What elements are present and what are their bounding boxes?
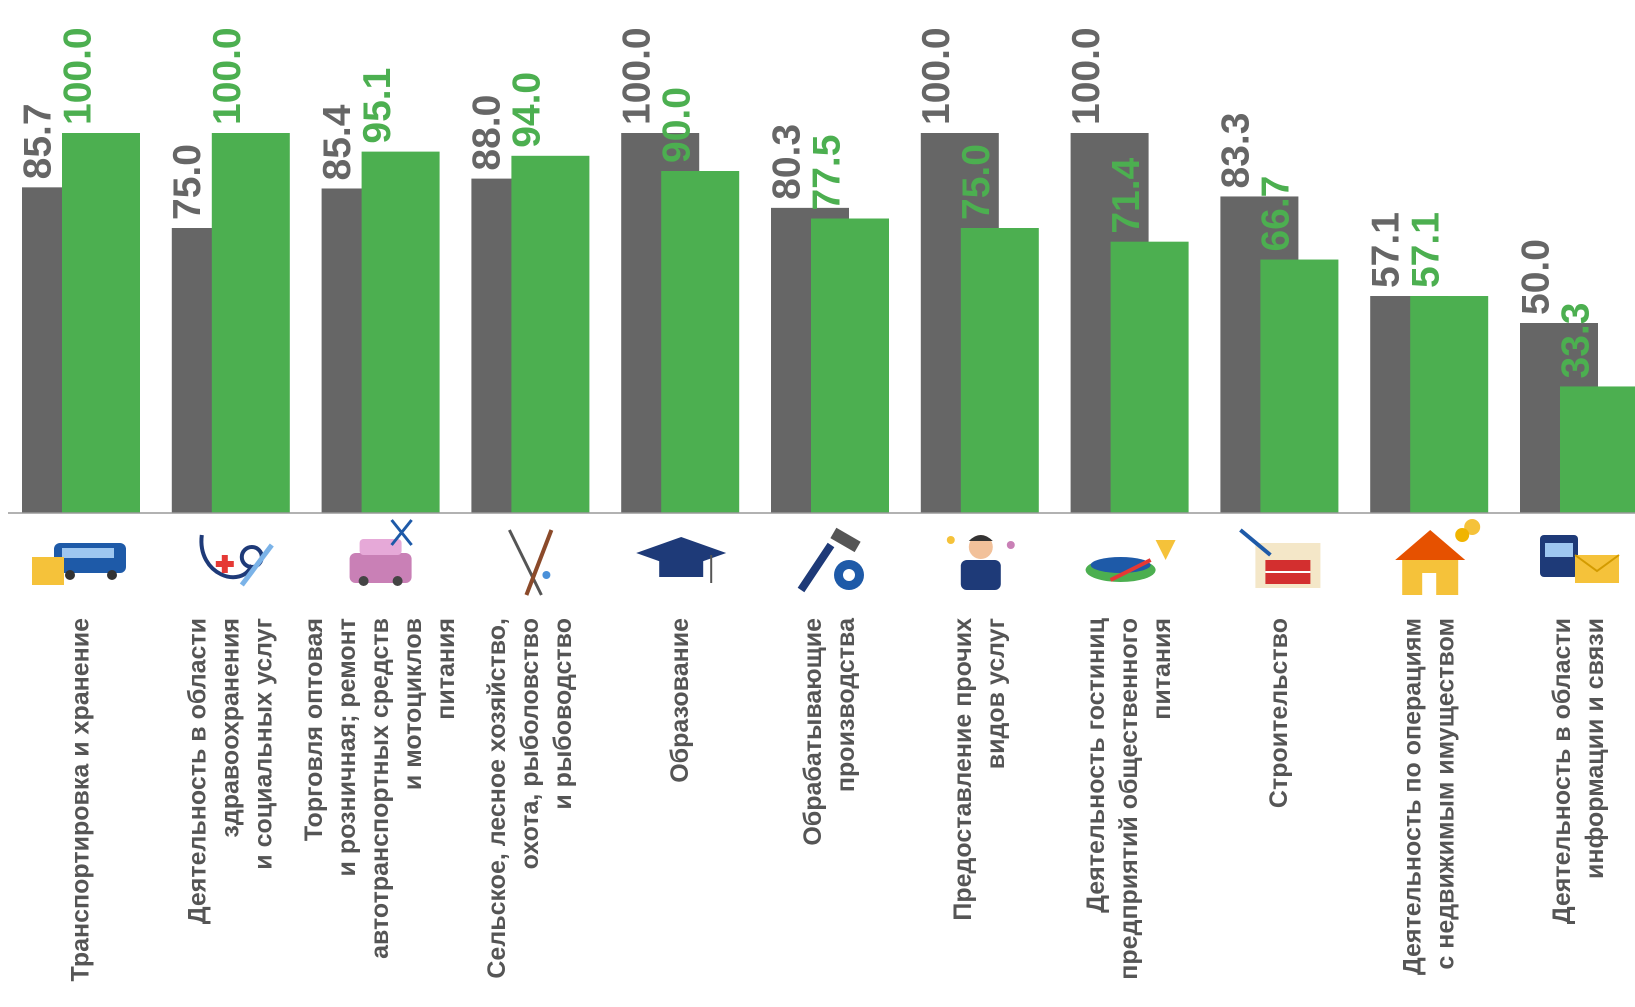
category-label: и рыбоводство [549, 618, 577, 810]
category-label: и мотоциклов [399, 618, 427, 790]
data-label: 95.1 [356, 68, 399, 144]
data-label: 100.0 [56, 27, 99, 125]
data-label: 71.4 [1105, 157, 1148, 233]
stethoscope-and-syringe-icon [199, 534, 274, 587]
category-label: и розничная; ремонт [333, 618, 361, 876]
bar-green [361, 151, 440, 513]
data-label: 85.4 [316, 104, 359, 180]
food-serving-icon [1085, 540, 1176, 582]
data-label: 85.7 [16, 103, 59, 179]
data-label: 75.0 [955, 144, 998, 220]
category-label: Деятельность в области [1548, 618, 1576, 924]
bar-green [1260, 259, 1339, 513]
category-label: Предоставление прочих [949, 618, 977, 921]
icons-layer [32, 519, 1620, 596]
category-label: питания [432, 618, 460, 720]
category-label: автотранспортных средств [366, 618, 394, 959]
data-label: 80.3 [765, 124, 808, 200]
data-label: 100.0 [1065, 27, 1108, 125]
bar-green [1110, 241, 1189, 513]
data-label: 83.3 [1215, 113, 1258, 189]
category-label: питания [1148, 618, 1176, 720]
data-label: 33.3 [1554, 303, 1597, 379]
bar-green [661, 171, 740, 513]
data-label: 100.0 [615, 27, 658, 125]
bar-green [1560, 386, 1635, 513]
data-label: 94.0 [506, 72, 549, 148]
data-label: 100.0 [206, 27, 249, 125]
category-label: и социальных услуг [249, 618, 277, 870]
brick-wall-and-trowel-icon [1239, 528, 1321, 588]
fishing-rod-and-rifle-icon [508, 529, 554, 596]
bar-green [960, 228, 1039, 513]
data-label: 57.1 [1404, 212, 1447, 288]
category-label: Образование [666, 618, 694, 783]
graduation-cap-icon [636, 537, 727, 583]
data-label: 90.0 [655, 87, 698, 163]
category-label: Деятельность в области [183, 618, 211, 924]
category-label: Строительство [1265, 618, 1293, 808]
category-label: Деятельность гостиниц [1082, 617, 1110, 913]
category-label: производства [832, 617, 860, 792]
data-label: 100.0 [915, 27, 958, 125]
category-label: Торговля оптовая [300, 618, 328, 841]
category-label: информации и связи [1581, 618, 1609, 879]
bar-green [1410, 296, 1489, 513]
bus-and-box-icon [32, 543, 126, 585]
house-and-coins-icon [1395, 519, 1481, 595]
service-worker-icon [946, 535, 1015, 590]
telephone-and-envelope-icon [1540, 535, 1620, 583]
car-and-scissors-icon [349, 519, 413, 586]
data-label: 77.5 [805, 135, 848, 211]
data-label: 66.7 [1255, 176, 1298, 252]
category-label: здравоохранения [216, 618, 244, 838]
data-label: 88.0 [466, 95, 509, 171]
category-label: охота, рыболовство [516, 618, 544, 869]
hammer-and-gear-icon [797, 527, 864, 593]
category-label: предприятий общественного [1115, 618, 1143, 980]
data-label: 50.0 [1514, 239, 1557, 315]
category-label: Транспортировка и хранение [67, 618, 95, 982]
bar-green [62, 133, 140, 513]
bar-green [511, 155, 590, 514]
category-label: с недвижимым имуществом [1431, 618, 1459, 970]
bar-green [811, 218, 889, 513]
labels-layer: Транспортировка и хранение Деятельность в… [67, 617, 1610, 982]
category-label: видов услуг [982, 618, 1010, 769]
category-label: Обрабатывающие [799, 618, 827, 846]
data-label: 75.0 [166, 144, 209, 220]
bar-green [211, 133, 290, 513]
category-label: Сельское, лесное хозяйство, [483, 618, 511, 979]
data-label: 57.1 [1364, 212, 1407, 288]
category-label: Деятельность по операциям [1398, 618, 1426, 975]
